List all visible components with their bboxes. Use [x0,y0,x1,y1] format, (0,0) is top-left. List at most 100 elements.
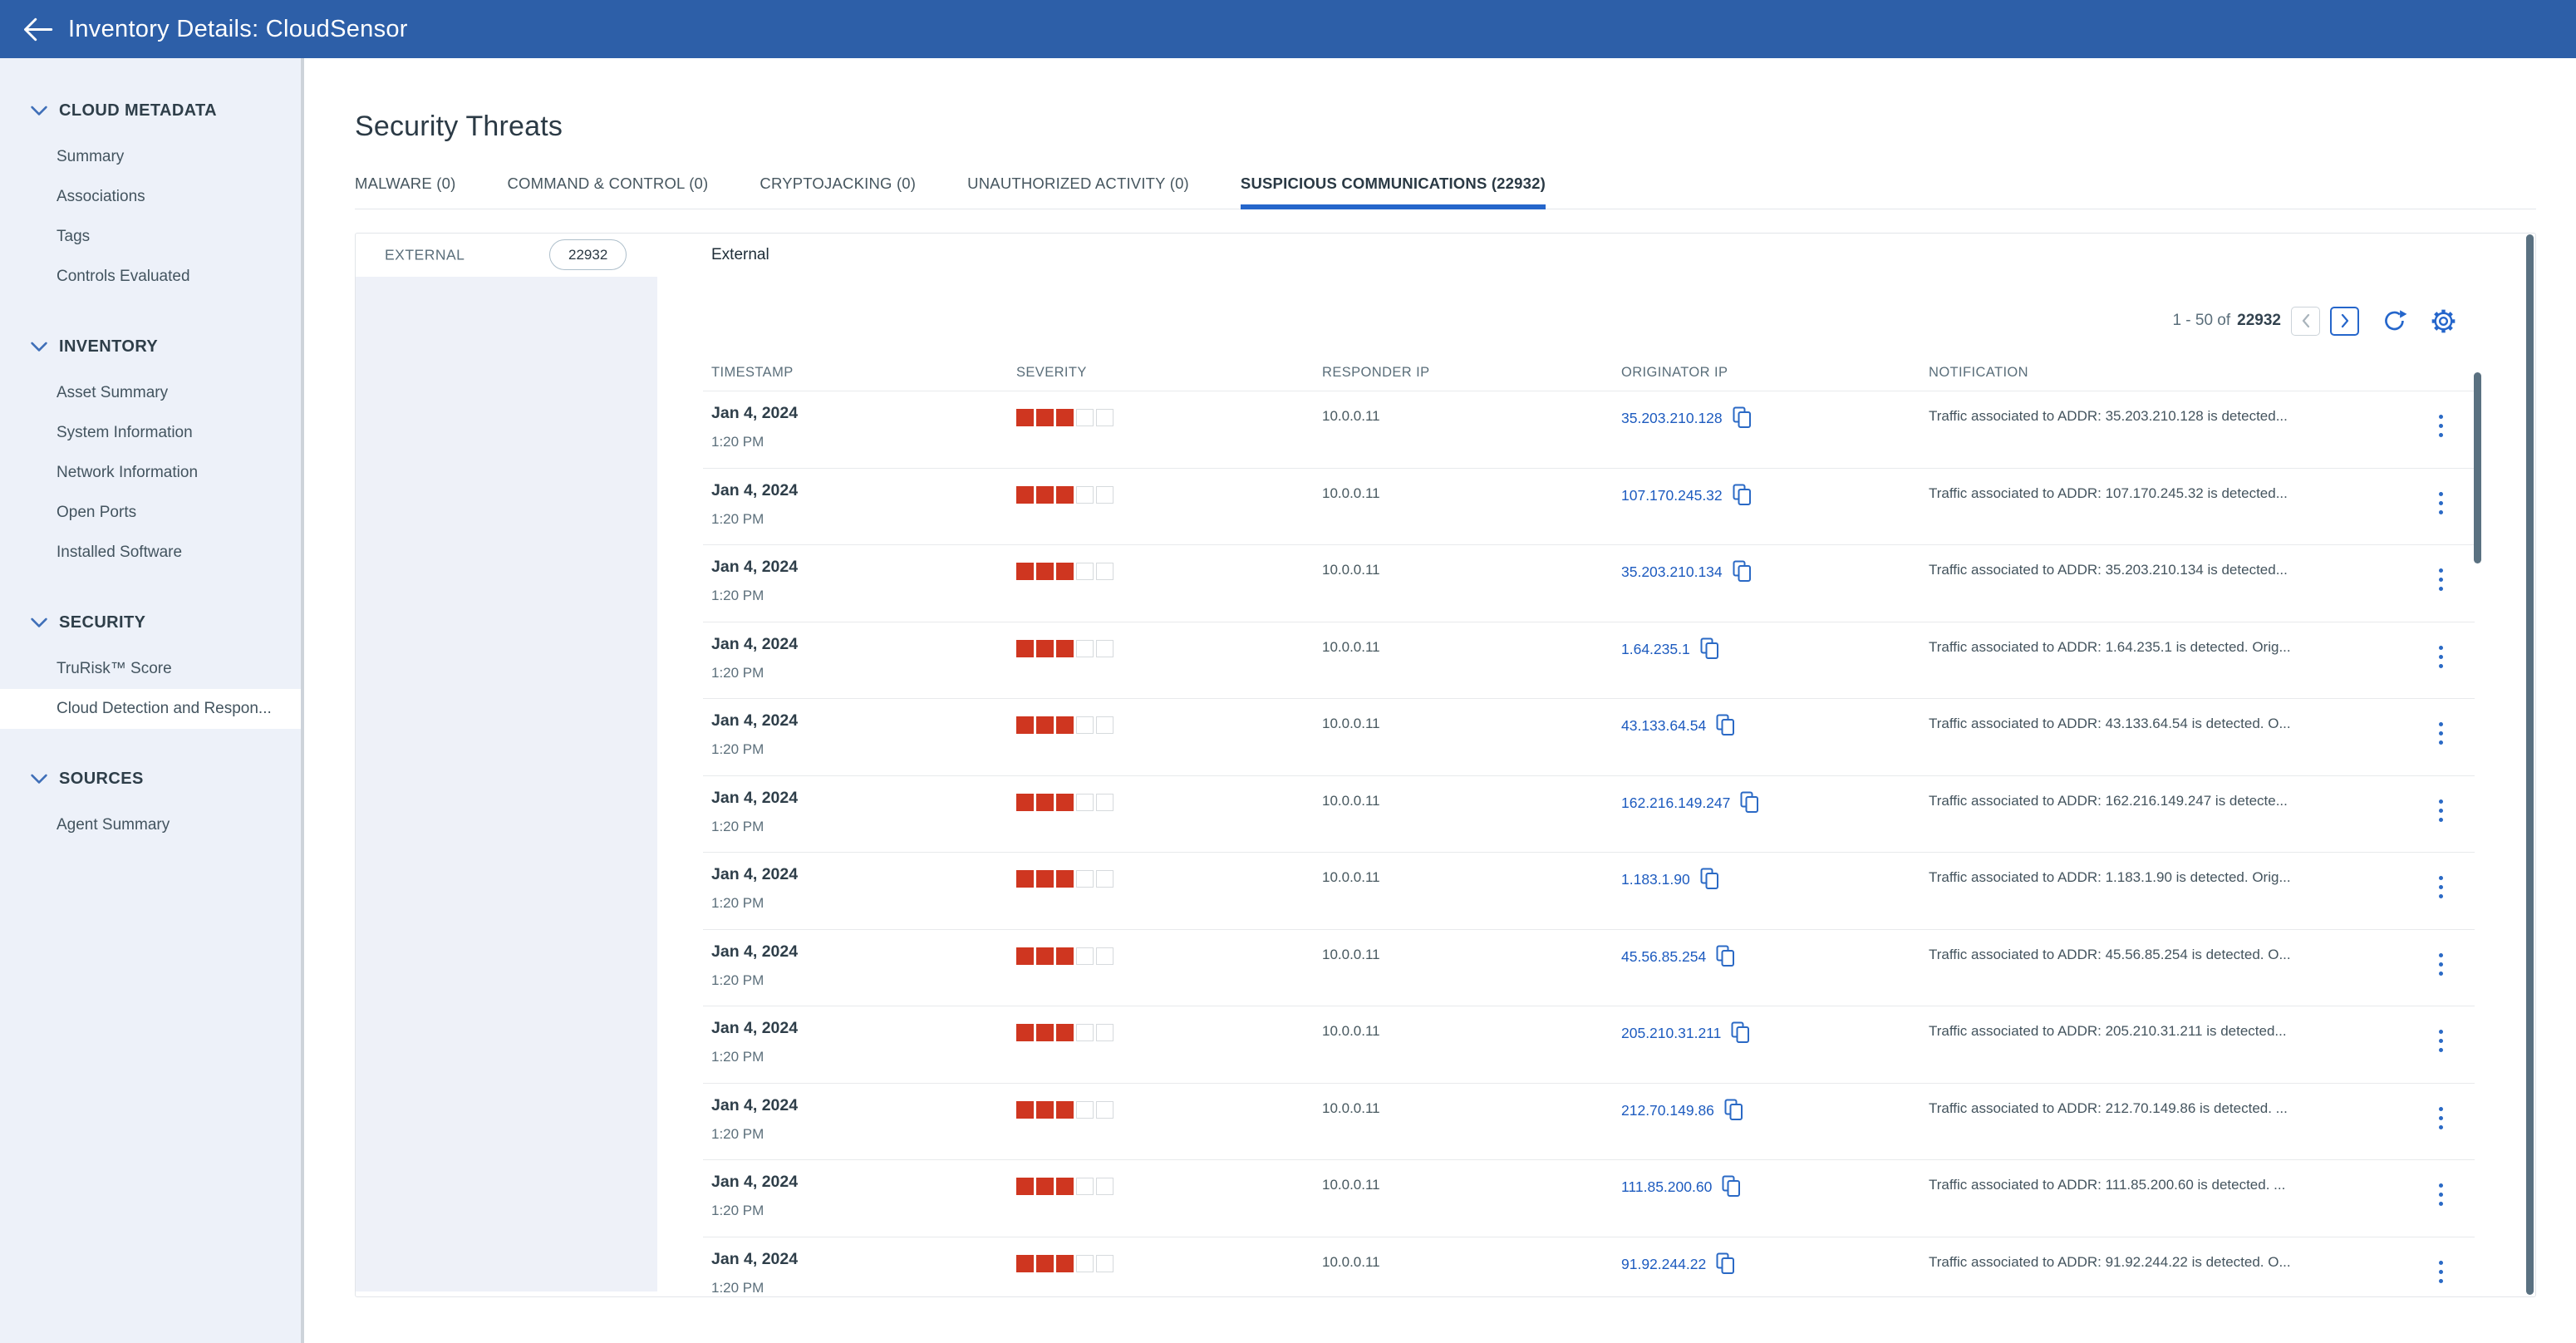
sidebar-item-cloud-detection-and-respon[interactable]: Cloud Detection and Respon... [0,689,301,729]
row-actions-menu-button[interactable] [2432,489,2450,518]
back-button[interactable] [22,17,55,42]
table-row: Jan 4, 2024 1:20 PM 10.0.0.11 1.64.235.1… [703,622,2475,699]
sidebar-item-associations[interactable]: Associations [57,188,145,205]
originator-ip-link[interactable]: 212.70.149.86 [1621,1101,1714,1119]
sidebar-section-label: CLOUD METADATA [59,101,218,120]
tab-command-control[interactable]: COMMAND & CONTROL (0) [507,166,708,209]
copy-ip-button[interactable] [1731,1021,1750,1044]
sidebar-item-system-information[interactable]: System Information [57,424,193,441]
table-row: Jan 4, 2024 1:20 PM 10.0.0.11 205.210.31… [703,1006,2475,1084]
copy-ip-button[interactable] [1733,484,1752,506]
copy-ip-button[interactable] [1724,1099,1743,1121]
originator-ip-link[interactable]: 205.210.31.211 [1621,1025,1722,1041]
kebab-dot [2438,1193,2443,1197]
copy-ip-button[interactable] [1733,406,1752,429]
next-page-button[interactable] [2330,306,2359,336]
tab-unauthorized-activity[interactable]: UNAUTHORIZED ACTIVITY (0) [967,166,1189,209]
sidebar-section-header-security[interactable]: SECURITY [0,604,301,641]
sidebar-section-header-inventory[interactable]: INVENTORY [0,328,301,365]
severity-empty-square [1096,485,1113,504]
row-actions-menu-button[interactable] [2432,873,2450,902]
severity-filled-square [1056,1100,1074,1119]
row-actions-menu-button[interactable] [2432,1257,2450,1286]
copy-ip-button[interactable] [1716,945,1735,967]
previous-page-button[interactable] [2291,306,2320,336]
copy-ip-button[interactable] [1700,868,1719,890]
page-title: Security Threats [355,111,563,142]
row-actions-menu-button[interactable] [2432,796,2450,825]
originator-ip-link[interactable]: 91.92.244.22 [1621,1255,1707,1272]
page-scrollbar[interactable] [2526,234,2534,1295]
refresh-button[interactable] [2382,308,2407,333]
severity-empty-square [1076,793,1094,811]
category-label: EXTERNAL [385,246,465,263]
chevron-down-icon [31,774,47,784]
table-scrollbar[interactable] [2474,372,2481,563]
sidebar-section-header-cloud-metadata[interactable]: CLOUD METADATA [0,92,301,129]
severity-empty-square [1076,1254,1094,1272]
row-actions-menu-button[interactable] [2432,1104,2450,1133]
sidebar-item-summary[interactable]: Summary [57,148,125,165]
settings-button[interactable] [2431,308,2456,334]
actions-cell [2398,930,2475,1006]
kebab-dot [2438,578,2443,582]
kebab-dot [2438,509,2443,514]
severity-empty-square [1076,1100,1094,1119]
copy-ip-button[interactable] [1716,714,1735,736]
copy-ip-button[interactable] [1733,560,1752,583]
originator-ip-link[interactable]: 107.170.245.32 [1621,486,1723,504]
sidebar-section-header-sources[interactable]: SOURCES [0,760,301,797]
timestamp-date: Jan 4, 2024 [711,404,799,422]
severity-cell [1008,699,1314,775]
row-actions-menu-button[interactable] [2432,565,2450,594]
copy-ip-button[interactable] [1700,637,1719,660]
copy-icon [1722,1175,1741,1197]
sidebar-item-agent-summary[interactable]: Agent Summary [57,816,170,834]
row-actions-menu-button[interactable] [2432,1180,2450,1209]
category-row-external[interactable]: EXTERNAL 22932 [356,234,657,277]
timestamp-time: 1:20 PM [711,1125,764,1142]
copy-icon [1716,945,1735,967]
tab-suspicious-communications[interactable]: SUSPICIOUS COMMUNICATIONS (22932) [1240,166,1546,209]
originator-ip-cell: 162.216.149.247 [1613,776,1920,853]
originator-ip-link[interactable]: 162.216.149.247 [1621,794,1731,811]
copy-ip-button[interactable] [1716,1252,1735,1275]
sidebar-item-asset-summary[interactable]: Asset Summary [57,384,169,401]
timestamp-cell: Jan 4, 2024 1:20 PM [703,776,1008,853]
table-row: Jan 4, 2024 1:20 PM 10.0.0.11 45.56.85.2… [703,930,2475,1006]
kebab-dot [2438,885,2443,889]
timestamp-time: 1:20 PM [711,664,764,681]
originator-ip-link[interactable]: 111.85.200.60 [1621,1178,1713,1195]
originator-ip-link[interactable]: 35.203.210.134 [1621,563,1723,580]
tab-cryptojacking[interactable]: CRYPTOJACKING (0) [760,166,916,209]
originator-ip-link[interactable]: 45.56.85.254 [1621,947,1707,965]
severity-filled-square [1056,1254,1074,1272]
originator-ip-link[interactable]: 35.203.210.128 [1621,410,1723,426]
sidebar-item-trurisk-score[interactable]: TruRisk™ Score [57,660,172,677]
row-actions-menu-button[interactable] [2432,642,2450,672]
originator-ip-link[interactable]: 1.183.1.90 [1621,871,1690,888]
tab-malware[interactable]: MALWARE (0) [355,166,455,209]
severity-empty-square [1096,639,1113,657]
severity-empty-square [1096,1178,1113,1195]
originator-ip-cell: 35.203.210.128 [1613,391,1920,468]
timestamp-time: 1:20 PM [711,510,764,527]
sidebar-item-controls-evaluated[interactable]: Controls Evaluated [57,268,190,285]
copy-ip-button[interactable] [1740,791,1759,814]
row-actions-menu-button[interactable] [2432,950,2450,979]
sidebar-item-tags[interactable]: Tags [57,228,91,245]
copy-ip-button[interactable] [1722,1175,1741,1198]
copy-icon [1731,1021,1750,1043]
threat-tabs: MALWARE (0) COMMAND & CONTROL (0) CRYPTOJA… [355,166,2536,209]
timestamp-cell: Jan 4, 2024 1:20 PM [703,622,1008,699]
sidebar-item-network-information[interactable]: Network Information [57,464,199,481]
originator-ip-link[interactable]: 43.133.64.54 [1621,717,1707,734]
originator-ip-link[interactable]: 1.64.235.1 [1621,640,1690,657]
actions-cell [2398,622,2475,699]
sidebar-item-open-ports[interactable]: Open Ports [57,504,137,521]
sidebar-item-installed-software[interactable]: Installed Software [57,544,183,561]
row-actions-menu-button[interactable] [2432,719,2450,748]
row-actions-menu-button[interactable] [2432,411,2450,440]
row-actions-menu-button[interactable] [2432,1026,2450,1055]
severity-filled-square [1016,716,1034,734]
